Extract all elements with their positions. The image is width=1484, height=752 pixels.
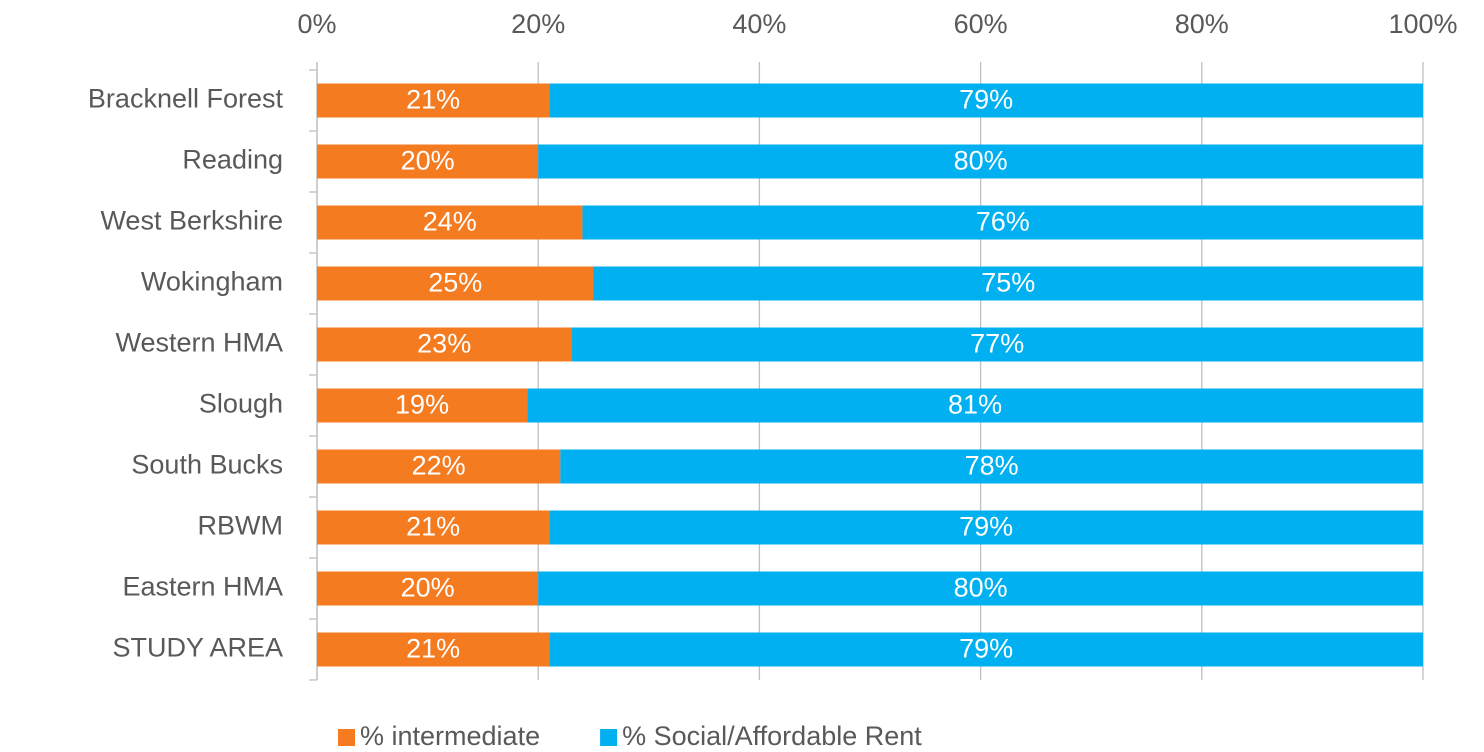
y-tick-label: RBWM [198, 511, 283, 541]
bar-segment [317, 83, 550, 118]
data-label: 80% [954, 573, 1008, 603]
bar-segment [317, 144, 539, 179]
y-tick-label: Eastern HMA [122, 572, 283, 602]
data-label: 22% [412, 451, 466, 481]
x-tick-label: 0% [297, 9, 336, 39]
y-tick-label: STUDY AREA [112, 633, 283, 663]
data-label: 77% [970, 329, 1024, 359]
bar-segment [317, 205, 583, 240]
x-tick-label: 40% [732, 9, 786, 39]
data-label: 21% [406, 85, 460, 115]
data-label: 76% [976, 207, 1030, 237]
bar-segment [593, 266, 1423, 301]
bar-segment [317, 632, 550, 667]
bar-segment [317, 266, 594, 301]
bar-segment [317, 327, 572, 362]
bar-segment [560, 449, 1423, 484]
bar-segment [317, 510, 550, 545]
y-tick-label: Slough [199, 389, 283, 419]
x-tick-label: 60% [954, 9, 1008, 39]
y-tick-label: Wokingham [141, 267, 283, 297]
bar-segment [549, 83, 1423, 118]
y-tick-label: Bracknell Forest [88, 84, 284, 114]
legend-swatch [338, 729, 355, 746]
data-label: 78% [965, 451, 1019, 481]
data-label: 24% [423, 207, 477, 237]
bar-segment [538, 144, 1423, 179]
data-label: 23% [417, 329, 471, 359]
data-label: 79% [959, 85, 1013, 115]
data-label: 79% [959, 512, 1013, 542]
data-label: 21% [406, 634, 460, 664]
data-label: 19% [395, 390, 449, 420]
bar-segment [571, 327, 1423, 362]
y-tick-label: West Berkshire [100, 206, 283, 236]
bar-segment [549, 510, 1423, 545]
legend-label: % Social/Affordable Rent [622, 721, 922, 751]
y-tick-label: South Bucks [131, 450, 283, 480]
data-label: 20% [401, 573, 455, 603]
x-tick-label: 100% [1388, 9, 1457, 39]
bar-segment [317, 571, 539, 606]
y-tick-label: Western HMA [115, 328, 283, 358]
bar-segment [527, 388, 1423, 423]
y-tick-label: Reading [182, 145, 283, 175]
x-tick-label: 20% [511, 9, 565, 39]
legend-swatch [600, 729, 618, 746]
data-label: 20% [401, 146, 455, 176]
bar-segment [549, 632, 1423, 667]
x-tick-label: 80% [1175, 9, 1229, 39]
bar-segment [317, 388, 528, 423]
legend-label: % intermediate [360, 721, 540, 751]
data-label: 75% [981, 268, 1035, 298]
data-label: 81% [948, 390, 1002, 420]
data-label: 25% [428, 268, 482, 298]
bar-segment [317, 449, 561, 484]
bar-segment [582, 205, 1423, 240]
data-label: 21% [406, 512, 460, 542]
data-label: 80% [954, 146, 1008, 176]
bar-segment [538, 571, 1423, 606]
data-label: 79% [959, 634, 1013, 664]
